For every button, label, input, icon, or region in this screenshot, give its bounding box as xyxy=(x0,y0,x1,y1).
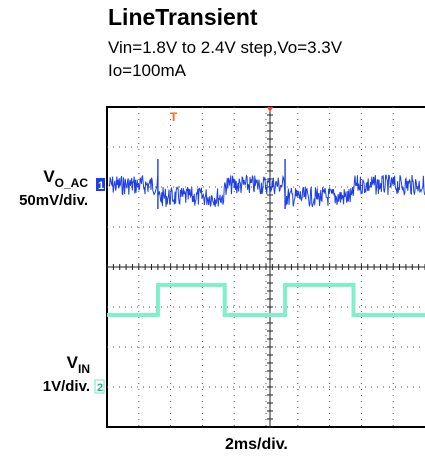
ch2-subscript: IN xyxy=(78,362,90,376)
vin-trace xyxy=(107,283,425,317)
ch1-marker-icon xyxy=(96,178,105,191)
chart-subtitle-line2: Io=100mA xyxy=(108,61,186,80)
ch1-label: VO_AC 50mV/div. xyxy=(19,168,88,210)
chart-subtitle-line1: Vin=1.8V to 2.4V step,Vo=3.3V xyxy=(108,38,343,57)
ch2-marker-icon xyxy=(94,379,105,394)
x-axis-label: 2ms/div. xyxy=(225,436,288,453)
ch2-label: VIN 1V/div. xyxy=(43,354,90,396)
ch2-scale: 1V/div. xyxy=(42,378,90,395)
ch1-subscript: O_AC xyxy=(54,176,88,190)
ch2-marker-label: 2 xyxy=(97,382,103,394)
ch2-symbol: VIN xyxy=(66,353,90,377)
vo-ac-trace xyxy=(108,174,425,208)
trigger-arrow xyxy=(267,107,273,112)
ch1-scale: 50mV/div. xyxy=(19,192,88,209)
trigger-marker: T xyxy=(170,110,178,124)
chart-title: LineTransient xyxy=(108,4,258,30)
ch1-marker-label: 1 xyxy=(98,180,104,192)
ch1-symbol: VO_AC xyxy=(43,167,88,191)
